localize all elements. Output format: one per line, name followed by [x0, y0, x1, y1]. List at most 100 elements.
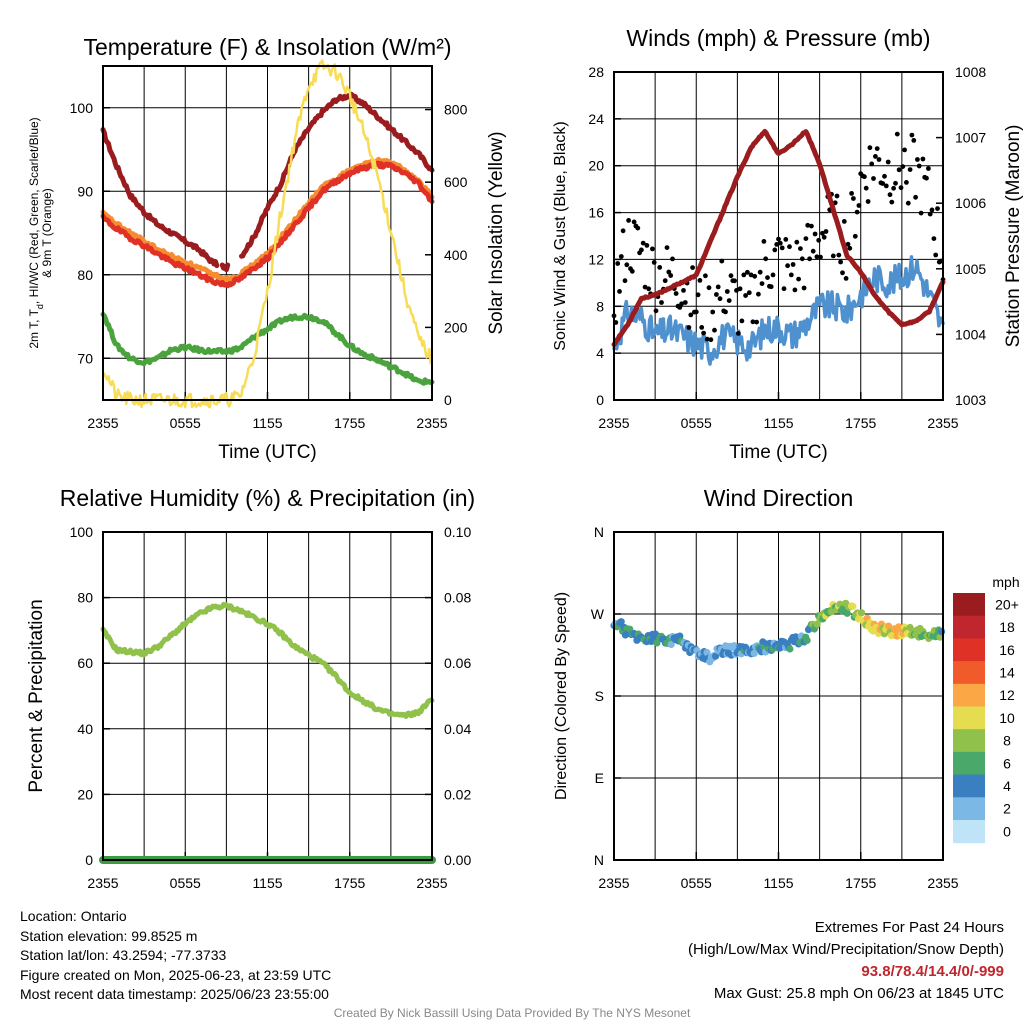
direction-point [938, 628, 946, 636]
y-axis-label: Direction (Colored By Speed) [553, 592, 570, 800]
gust-point [695, 292, 701, 298]
gust-point [768, 284, 774, 290]
gust-point [670, 256, 675, 262]
station-info: Location: Ontario Station elevation: 99.… [20, 907, 331, 1005]
gust-point [710, 309, 716, 315]
gust-point [743, 293, 748, 298]
x-tick-label: 0555 [170, 875, 201, 891]
y-tick-label: 20 [77, 786, 93, 802]
gust-point [682, 300, 688, 305]
y-tick-label: N [594, 524, 604, 540]
latlon-text: Station lat/lon: 43.2594; -77.3733 [20, 947, 227, 963]
gust-point [933, 252, 939, 258]
gust-point [741, 272, 747, 278]
y-tick-label: 28 [588, 64, 604, 80]
gust-point [845, 241, 851, 247]
gust-point [765, 275, 770, 280]
gust-point [754, 319, 759, 325]
gust-point [905, 200, 911, 206]
gust-point [712, 327, 717, 333]
y-tick-label: S [595, 688, 604, 704]
gust-point [690, 265, 695, 270]
colorbar-tick-label: 12 [999, 687, 1015, 703]
direction-point [936, 633, 944, 641]
gust-point [726, 298, 732, 303]
gust-point [618, 254, 624, 259]
gust-point [679, 301, 684, 307]
gust-point [896, 167, 902, 173]
gust-point [646, 286, 652, 292]
x-tick-label: 0555 [681, 875, 712, 891]
gust-point [779, 245, 785, 251]
gust-point [752, 273, 758, 279]
gust-point [883, 183, 889, 189]
gust-point [907, 167, 913, 173]
gust-point [841, 219, 847, 224]
x-tick-label: 1755 [334, 875, 365, 891]
gust-point [626, 218, 631, 223]
y-axis-label: Sonic Wind & Gust (Blue, Black) [552, 121, 569, 350]
y-tick-label: 60 [77, 655, 93, 671]
gust-point [862, 174, 867, 180]
y2-tick-label: 0.04 [444, 721, 471, 737]
gust-point [774, 242, 780, 247]
gust-point [889, 199, 895, 205]
direction-point [667, 640, 675, 649]
direction-point [712, 652, 720, 660]
colorbar-tick-label: 6 [1003, 755, 1011, 771]
y2-tick-label: 0.02 [444, 786, 471, 802]
gust-point [677, 305, 683, 310]
direction-point [843, 609, 851, 617]
gust-point [849, 191, 854, 196]
colorbar-swatch [953, 638, 985, 662]
chart-panel-3: Relative Humidity (%) & Precipitation (i… [26, 485, 475, 891]
y2-tick-label: 800 [444, 102, 468, 118]
y2-tick-label: 0.00 [444, 852, 471, 868]
plot-frame [613, 531, 944, 861]
y-tick-label: 16 [588, 205, 604, 221]
gust-point [840, 270, 845, 276]
colorbar-tick-label: 2 [1003, 801, 1011, 817]
gust-point [781, 286, 787, 292]
colorbar-swatch [953, 797, 985, 821]
y-tick-label: 100 [70, 100, 94, 116]
gust-point [783, 237, 789, 242]
colorbar-swatch [953, 615, 985, 639]
gust-point [657, 265, 663, 270]
y-tick-label: 80 [77, 590, 93, 606]
gust-point [787, 244, 792, 250]
gust-point [761, 239, 767, 244]
x-tick-label: 0555 [170, 415, 201, 431]
gust-point [639, 247, 644, 253]
y-tick-label: 80 [77, 267, 93, 283]
y-tick-label: E [595, 770, 604, 786]
gust-point [642, 284, 648, 290]
gust-point [703, 273, 708, 279]
gust-point [750, 319, 756, 325]
gust-point [728, 273, 734, 279]
y2-tick-label: 1006 [955, 195, 986, 211]
chart-panel-1: Temperature (F) & Insolation (W/m²) 2355 0… [27, 34, 507, 463]
recent-text: Most recent data timestamp: 2025/06/23 2… [20, 986, 329, 1002]
x-tick-label: 2355 [416, 415, 447, 431]
x-tick-label: 1155 [252, 875, 282, 891]
gust-point [640, 240, 646, 246]
colorbar-tick-label: 10 [999, 710, 1015, 726]
gust-point [719, 258, 725, 264]
gust-point [865, 199, 871, 204]
direction-point [730, 642, 738, 650]
gust-point [916, 163, 922, 169]
colorbar-swatch [953, 593, 985, 617]
gust-point [748, 272, 754, 278]
gust-point [894, 131, 900, 137]
gust-point [732, 278, 737, 284]
gust-point [876, 157, 882, 162]
gust-point [792, 287, 798, 293]
gust-point [807, 256, 812, 262]
gust-point [717, 296, 723, 302]
gust-point [851, 196, 856, 201]
gust-point [794, 239, 800, 245]
x-tick-label: 2355 [87, 875, 118, 891]
gust-point [624, 262, 630, 268]
